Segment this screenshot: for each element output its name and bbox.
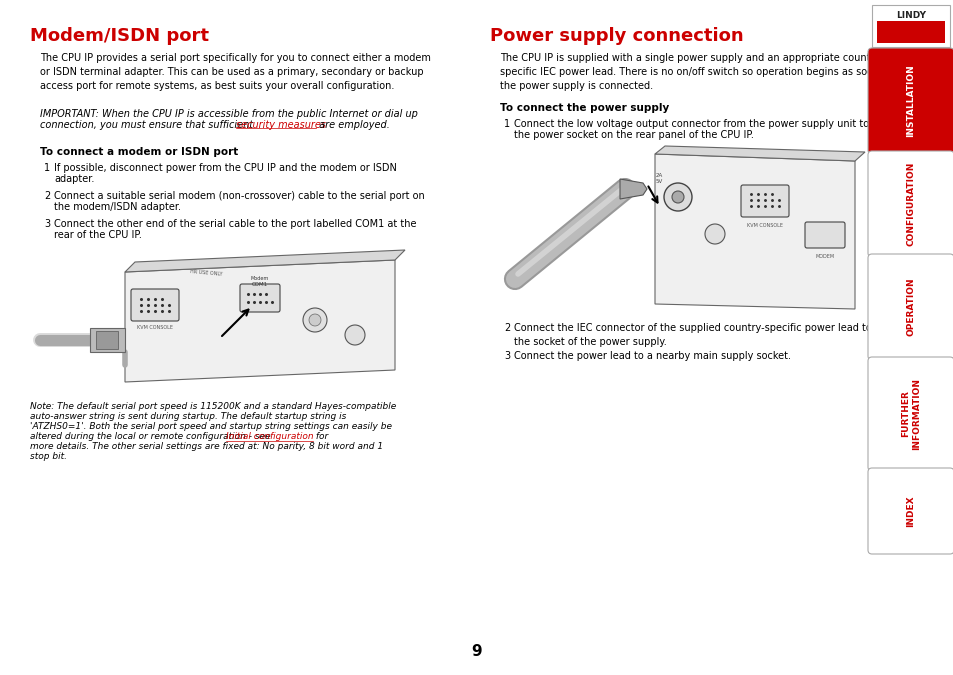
Text: OPERATION: OPERATION: [905, 277, 915, 336]
Text: Connect a suitable serial modem (non-crossover) cable to the serial port on: Connect a suitable serial modem (non-cro…: [54, 191, 424, 201]
Bar: [90, 328, 125, 352]
Circle shape: [303, 308, 327, 332]
Text: Initial configuration: Initial configuration: [226, 432, 314, 441]
Bar: [876, 21, 944, 43]
Text: 1: 1: [44, 163, 51, 173]
Text: 2: 2: [503, 323, 510, 333]
Circle shape: [704, 224, 724, 244]
Text: rear of the CPU IP.: rear of the CPU IP.: [54, 230, 142, 240]
Text: connection, you must ensure that sufficient: connection, you must ensure that suffici…: [40, 120, 256, 130]
Polygon shape: [619, 179, 646, 199]
Polygon shape: [655, 154, 854, 309]
Text: altered during the local or remote configuration - see: altered during the local or remote confi…: [30, 432, 274, 441]
Circle shape: [663, 183, 691, 211]
FancyBboxPatch shape: [867, 151, 953, 257]
Text: FURTHER
INFORMATION: FURTHER INFORMATION: [901, 378, 920, 450]
Circle shape: [345, 325, 365, 345]
FancyBboxPatch shape: [867, 468, 953, 554]
FancyBboxPatch shape: [740, 185, 788, 217]
Text: MODEM: MODEM: [815, 254, 834, 259]
Text: Connect the power lead to a nearby main supply socket.: Connect the power lead to a nearby main …: [514, 351, 790, 361]
Text: To connect a modem or ISDN port: To connect a modem or ISDN port: [40, 147, 238, 157]
Text: Modem: Modem: [251, 276, 269, 281]
Text: auto-answer string is sent during startup. The default startup string is: auto-answer string is sent during startu…: [30, 412, 346, 421]
Text: 2: 2: [44, 191, 51, 201]
Text: To connect the power supply: To connect the power supply: [499, 103, 669, 113]
Text: Connect the IEC connector of the supplied country-specific power lead to
the soc: Connect the IEC connector of the supplie…: [514, 323, 871, 347]
Bar: [96, 331, 118, 349]
Text: CONFIGURATION: CONFIGURATION: [905, 162, 915, 246]
FancyBboxPatch shape: [867, 48, 953, 154]
Text: Modem/ISDN port: Modem/ISDN port: [30, 27, 209, 45]
Text: 5V: 5V: [656, 179, 662, 184]
Text: HR USE ONLY: HR USE ONLY: [190, 269, 223, 277]
Text: INSTALLATION: INSTALLATION: [905, 65, 915, 138]
Text: KVM CONSOLE: KVM CONSOLE: [137, 325, 172, 330]
Text: The CPU IP is supplied with a single power supply and an appropriate country-
sp: The CPU IP is supplied with a single pow…: [499, 53, 893, 91]
Text: COM1: COM1: [252, 282, 268, 287]
Text: 'ATZHS0=1'. Both the serial port speed and startup string settings can easily be: 'ATZHS0=1'. Both the serial port speed a…: [30, 422, 392, 431]
FancyBboxPatch shape: [240, 284, 280, 312]
Bar: [35, 255, 410, 390]
Circle shape: [671, 191, 683, 203]
Text: more details. The other serial settings are fixed at: No parity, 8 bit word and : more details. The other serial settings …: [30, 442, 383, 451]
FancyBboxPatch shape: [804, 222, 844, 248]
Text: 1: 1: [503, 119, 510, 129]
Text: 9: 9: [471, 644, 482, 659]
Polygon shape: [125, 250, 405, 272]
Circle shape: [309, 314, 320, 326]
Text: The CPU IP provides a serial port specifically for you to connect either a modem: The CPU IP provides a serial port specif…: [40, 53, 431, 91]
Text: INDEX: INDEX: [905, 495, 915, 526]
Text: are employed.: are employed.: [315, 120, 390, 130]
FancyBboxPatch shape: [131, 289, 179, 321]
Text: stop bit.: stop bit.: [30, 452, 67, 461]
Text: for: for: [313, 432, 328, 441]
Text: IMPORTANT: When the CPU IP is accessible from the public Internet or dial up: IMPORTANT: When the CPU IP is accessible…: [40, 109, 417, 119]
Text: LINDY: LINDY: [895, 11, 925, 20]
Text: Power supply connection: Power supply connection: [490, 27, 742, 45]
Bar: [510, 149, 859, 309]
Text: adapter.: adapter.: [54, 174, 94, 184]
Text: If possible, disconnect power from the CPU IP and the modem or ISDN: If possible, disconnect power from the C…: [54, 163, 396, 173]
Polygon shape: [125, 260, 395, 382]
Text: Connect the other end of the serial cable to the port labelled COM1 at the: Connect the other end of the serial cabl…: [54, 219, 416, 229]
Text: security measures: security measures: [235, 120, 326, 130]
Text: 3: 3: [503, 351, 510, 361]
Text: 2A: 2A: [656, 173, 662, 178]
Bar: [871, 5, 949, 47]
Text: the modem/ISDN adapter.: the modem/ISDN adapter.: [54, 202, 181, 212]
FancyBboxPatch shape: [867, 254, 953, 360]
Text: Connect the low voltage output connector from the power supply unit to: Connect the low voltage output connector…: [514, 119, 868, 129]
Text: 3: 3: [44, 219, 51, 229]
Text: KVM CONSOLE: KVM CONSOLE: [746, 223, 782, 228]
FancyBboxPatch shape: [867, 357, 953, 471]
Text: the power socket on the rear panel of the CPU IP.: the power socket on the rear panel of th…: [514, 130, 753, 140]
Text: Note: The default serial port speed is 115200K and a standard Hayes-compatible: Note: The default serial port speed is 1…: [30, 402, 395, 411]
Polygon shape: [655, 146, 864, 161]
